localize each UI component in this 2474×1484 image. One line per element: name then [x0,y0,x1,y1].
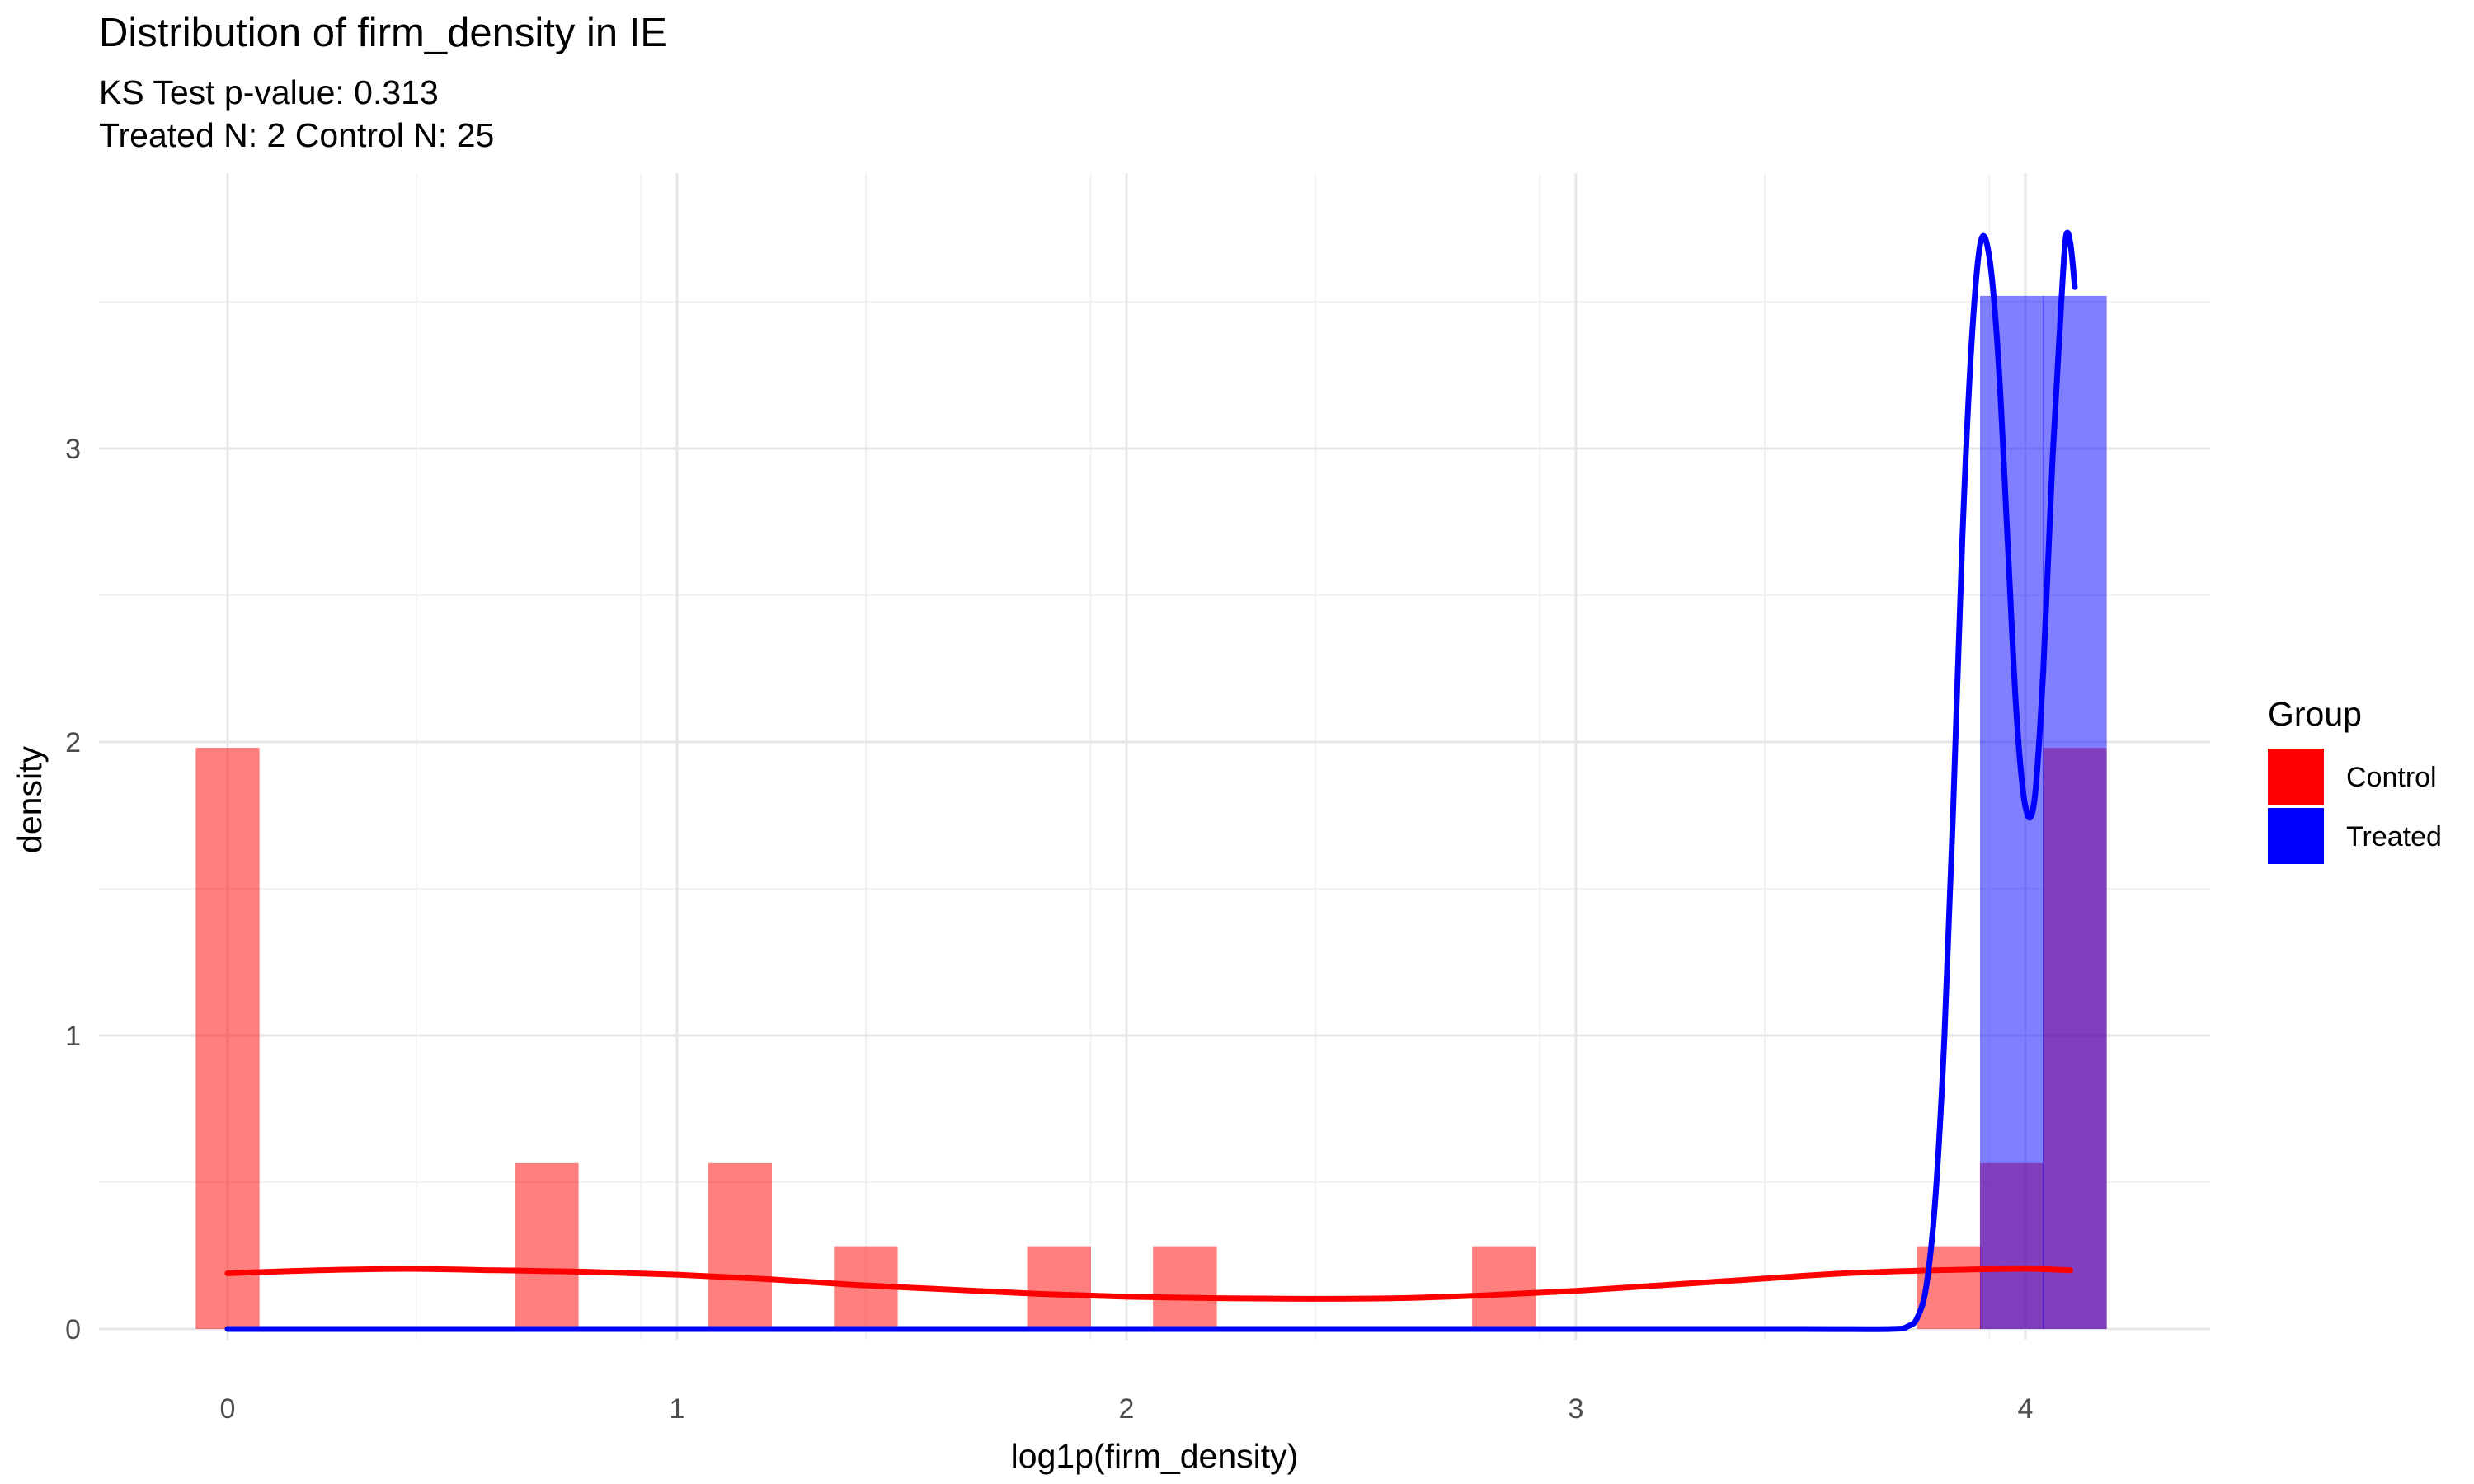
legend-title: Group [2268,695,2362,733]
grid-lines [99,173,2210,1340]
legend-swatch-treated [2268,808,2324,864]
tick-labels: 0 1 2 3 4 0 1 2 3 [65,434,2033,1425]
histogram-bar-control [708,1162,772,1329]
density-curve-treated [224,229,2078,1332]
x-tick-label: 1 [670,1393,685,1425]
legend-label-control: Control [2346,762,2437,793]
y-tick-label: 2 [65,727,81,758]
legend-swatch-control [2268,749,2324,805]
y-tick-label: 1 [65,1021,81,1052]
legend-items: Control Treated [2268,749,2442,864]
histogram-bar-control [1153,1246,1217,1329]
x-tick-label: 0 [220,1393,236,1425]
x-tick-label: 4 [2018,1393,2034,1425]
subtitle-line-ks: KS Test p-value: 0.313 [99,73,439,111]
chart-subtitle: KS Test p-value: 0.313 Treated N: 2 Cont… [99,71,494,157]
x-tick-label: 3 [1569,1393,1584,1425]
legend: Group Control Treated [2268,695,2442,864]
histogram-bars [195,295,2107,1329]
chart-title: Distribution of firm_density in IE [99,11,667,55]
histogram-bar-control [1472,1246,1536,1329]
x-tick-label: 2 [1119,1393,1135,1425]
y-axis-title: density [11,746,49,853]
histogram-bar-control [1027,1246,1091,1329]
x-axis-title: log1p(firm_density) [1011,1437,1299,1475]
density-curve-control [224,1266,2073,1302]
histogram-bar-control [195,748,260,1329]
density-curves [224,229,2078,1332]
y-tick-label: 3 [65,434,81,465]
histogram-bar-control [515,1162,579,1329]
y-tick-label: 0 [65,1314,81,1345]
legend-label-treated: Treated [2346,821,2442,852]
subtitle-line-n: Treated N: 2 Control N: 25 [99,116,495,154]
